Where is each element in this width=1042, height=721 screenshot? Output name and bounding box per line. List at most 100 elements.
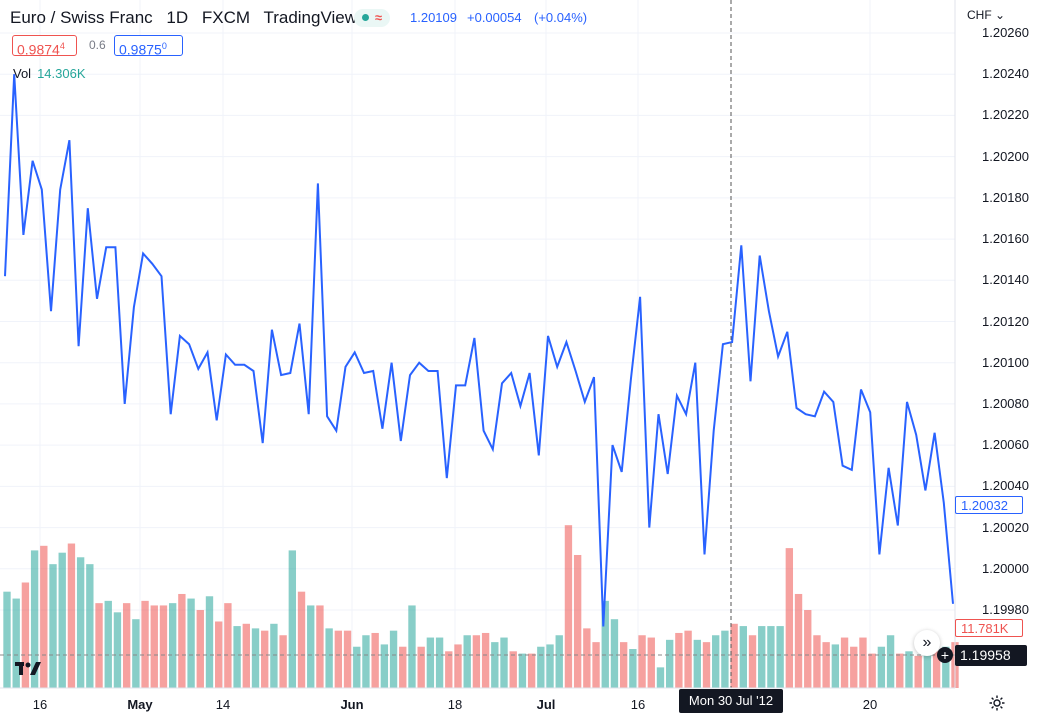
source: TradingView [263, 8, 358, 27]
volume-bar [242, 623, 250, 688]
exchange: FXCM [201, 8, 251, 27]
volume-bar [500, 637, 508, 688]
sell-button[interactable]: 0.98744 [12, 35, 77, 58]
volume-bar [21, 582, 30, 688]
volume-bar [675, 632, 683, 688]
last-price: 1.20109 [410, 10, 457, 25]
time-tick-label: 14 [215, 697, 231, 712]
currency-label: CHF [967, 8, 992, 22]
buy-button[interactable]: 0.98750 [114, 35, 183, 58]
volume-bar [435, 637, 444, 688]
volume-bar [684, 630, 692, 688]
volume-bar [905, 651, 913, 688]
volume-bar [3, 591, 11, 688]
symbol-name[interactable]: Euro / Swiss Franc [10, 8, 153, 27]
volume-bars [3, 525, 959, 688]
time-tick-label: 18 [447, 697, 463, 712]
volume-bar [224, 603, 232, 688]
volume-bar [592, 642, 600, 688]
volume-legend: Vol 14.306K [13, 66, 86, 81]
price-tick-label: 1.20120 [982, 313, 1029, 329]
volume-bar [785, 548, 794, 688]
buy-price-pip: 0 [161, 41, 167, 51]
price-tick-label: 1.20100 [982, 354, 1029, 370]
volume-bar [840, 637, 849, 688]
volume-bar [610, 619, 619, 688]
volume-bar [58, 552, 66, 688]
volume-bar [739, 626, 747, 688]
volume-bar [583, 628, 591, 688]
volume-bar [776, 626, 784, 688]
volume-bar [426, 637, 435, 688]
wave-icon: ≈ [374, 10, 383, 25]
volume-bar [537, 646, 545, 688]
volume-bar [794, 593, 803, 688]
price-tick-label: 1.20180 [982, 189, 1029, 205]
volume-bar [297, 591, 306, 688]
volume-bar [942, 646, 950, 688]
plus-icon[interactable]: + [937, 647, 953, 663]
last-price-label: 1.20032 [955, 496, 1023, 514]
spread: 0.6 [89, 38, 106, 52]
tradingview-logo-icon[interactable] [14, 657, 44, 681]
time-tick-label: Jul [536, 697, 556, 712]
volume-bar [113, 612, 122, 688]
currency-selector[interactable]: CHF ⌄ [967, 8, 1005, 22]
gear-icon[interactable] [988, 694, 1006, 712]
crosshair-date-label: Mon 30 Jul '12 [679, 689, 783, 713]
price-line-series [4, 74, 954, 627]
volume-bar [371, 632, 379, 688]
volume-bar [601, 600, 609, 688]
volume-bar [95, 603, 103, 688]
market-status-pill[interactable]: ≈ [354, 9, 390, 27]
volume-bar [168, 603, 177, 688]
price-tick-label: 1.20160 [982, 231, 1029, 247]
price-tick-label: 1.20220 [982, 107, 1029, 123]
volume-bar [850, 646, 858, 688]
volume-bar [417, 646, 425, 688]
time-tick-label: May [127, 697, 153, 712]
volume-bar [343, 630, 352, 688]
price-tick-label: 1.20140 [982, 272, 1029, 288]
sell-price: 0.9874 [17, 41, 60, 58]
volume-bar [389, 630, 398, 688]
volume-bar [12, 598, 20, 688]
volume-bar [629, 649, 637, 688]
volume-bar [831, 644, 840, 688]
volume-bar [399, 646, 407, 688]
volume-bar [767, 626, 775, 688]
volume-bar [334, 630, 343, 688]
buy-price: 0.9875 [119, 41, 162, 58]
volume-bar [702, 642, 711, 688]
volume-label: Vol [13, 66, 32, 81]
volume-bar [509, 651, 517, 688]
volume-bar [518, 653, 527, 688]
volume-bar [251, 628, 260, 688]
volume-bar [86, 564, 94, 688]
volume-bar [380, 644, 389, 688]
market-open-icon [361, 14, 369, 21]
volume-bar [721, 630, 729, 688]
volume-bar [196, 610, 204, 688]
volume-bar [178, 593, 186, 688]
volume-bar [712, 635, 720, 688]
volume-bar [813, 635, 821, 688]
volume-bar [76, 557, 85, 688]
price-tick-label: 1.19980 [982, 602, 1029, 617]
volume-bar [150, 605, 158, 688]
volume-bar [758, 626, 766, 688]
volume-bar [325, 628, 333, 688]
volume-bar [279, 635, 287, 688]
symbol-header: Euro / Swiss Franc 1D FXCM TradingView [10, 8, 366, 28]
volume-bar [104, 600, 112, 688]
volume-bar [573, 554, 582, 688]
interval[interactable]: 1D [166, 8, 189, 27]
volume-bar [619, 642, 628, 688]
double-chevron-right-icon[interactable]: » [914, 630, 940, 656]
volume-bar [362, 635, 370, 688]
volume-bar [491, 642, 499, 688]
price-tick-label: 1.20040 [982, 478, 1029, 494]
crosshair-price-label: 1.19958 [955, 645, 1027, 666]
volume-bar [463, 635, 471, 688]
